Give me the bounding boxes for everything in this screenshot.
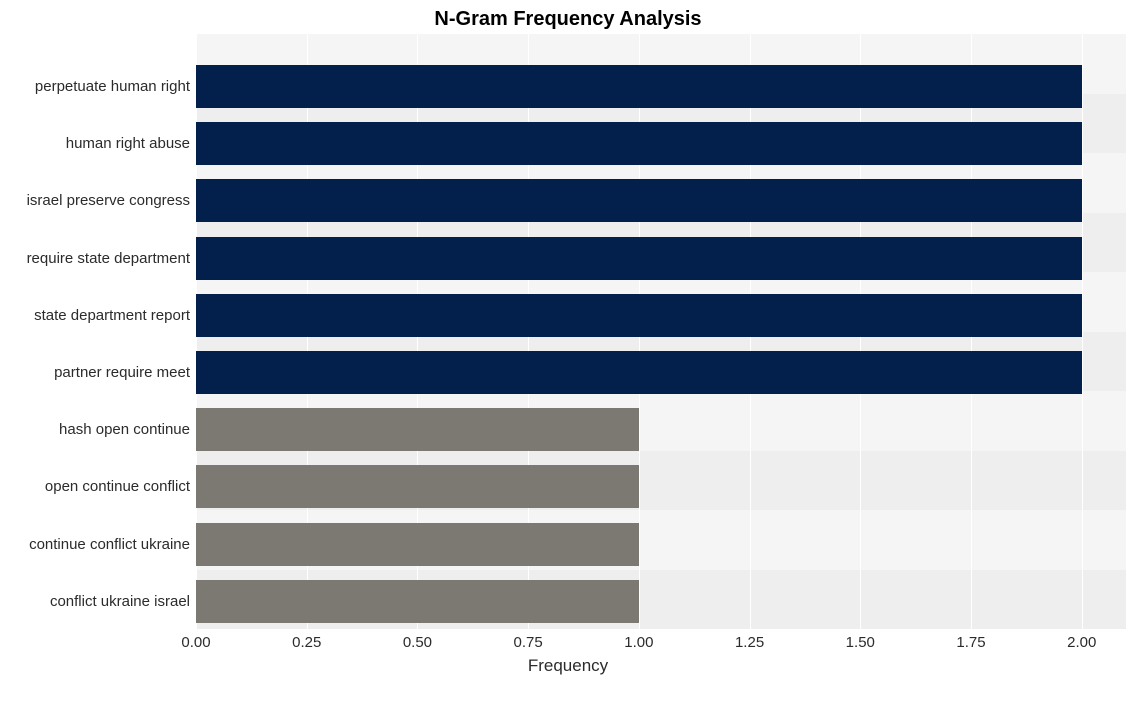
bar — [196, 408, 639, 451]
x-tick-label: 2.00 — [1067, 634, 1096, 651]
y-tick-label: hash open continue — [0, 422, 190, 437]
y-tick-label: partner require meet — [0, 365, 190, 380]
x-tick-label: 1.75 — [956, 634, 985, 651]
x-tick-label: 0.25 — [292, 634, 321, 651]
x-axis-title: Frequency — [0, 656, 1136, 676]
plot-area — [196, 34, 1126, 629]
bar — [196, 351, 1082, 394]
bar — [196, 465, 639, 508]
x-tick-label: 1.25 — [735, 634, 764, 651]
bar — [196, 580, 639, 623]
x-tick-label: 0.00 — [181, 634, 210, 651]
x-tick-label: 1.50 — [846, 634, 875, 651]
y-tick-label: require state department — [0, 251, 190, 266]
chart-title: N-Gram Frequency Analysis — [0, 8, 1136, 31]
bar — [196, 122, 1082, 165]
y-tick-label: israel preserve congress — [0, 193, 190, 208]
y-tick-label: human right abuse — [0, 136, 190, 151]
bar — [196, 179, 1082, 222]
y-tick-label: conflict ukraine israel — [0, 594, 190, 609]
y-tick-label: state department report — [0, 308, 190, 323]
y-tick-label: perpetuate human right — [0, 79, 190, 94]
ngram-chart: N-Gram Frequency Analysis perpetuate hum… — [0, 0, 1136, 701]
bar — [196, 294, 1082, 337]
x-tick-label: 0.50 — [403, 634, 432, 651]
grid-vertical-line — [1082, 34, 1083, 629]
x-tick-label: 0.75 — [514, 634, 543, 651]
y-tick-label: open continue conflict — [0, 479, 190, 494]
bar — [196, 523, 639, 566]
y-tick-label: continue conflict ukraine — [0, 537, 190, 552]
bar — [196, 237, 1082, 280]
bar — [196, 65, 1082, 108]
x-tick-label: 1.00 — [624, 634, 653, 651]
